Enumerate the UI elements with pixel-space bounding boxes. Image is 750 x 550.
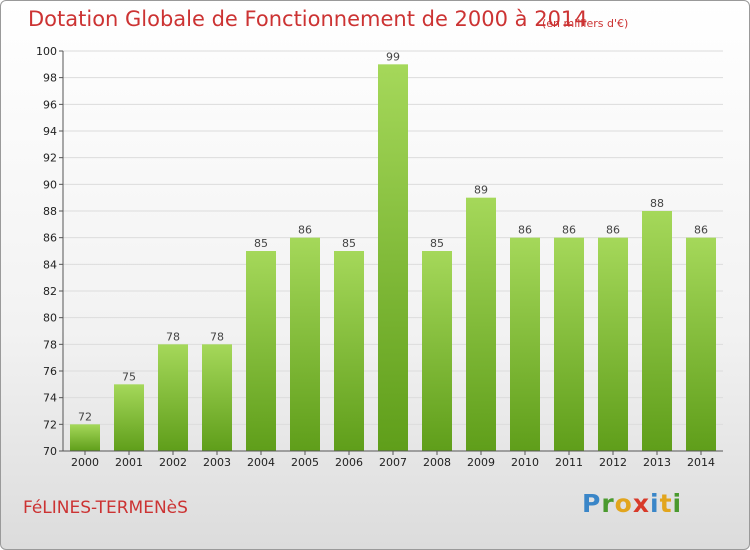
bar	[686, 237, 716, 451]
y-tick-label: 84	[43, 258, 57, 271]
y-tick-label: 80	[43, 312, 57, 325]
bar-value-label: 86	[298, 224, 312, 237]
bar-value-label: 86	[606, 224, 620, 237]
y-tick-label: 92	[43, 152, 57, 165]
bar	[246, 251, 276, 451]
bar	[202, 344, 232, 451]
x-tick-label: 2012	[599, 456, 627, 469]
bar	[598, 237, 628, 451]
bar-value-label: 89	[474, 184, 488, 197]
logo-letter: i	[672, 489, 683, 518]
bar-value-label: 99	[386, 50, 400, 63]
x-tick-label: 2004	[247, 456, 275, 469]
x-tick-label: 2007	[379, 456, 407, 469]
x-tick-label: 2005	[291, 456, 319, 469]
axes: 70 72 74 76 78 80 82 84 86 88 90 92 94 96 98 100 2000 200…	[36, 45, 723, 469]
bar-value-label: 72	[78, 410, 92, 423]
bar-value-label: 78	[166, 330, 180, 343]
y-tick-label: 90	[43, 178, 57, 191]
bar-value-label: 78	[210, 330, 224, 343]
y-tick-label: 88	[43, 205, 57, 218]
proxiti-logo: Proxiti	[582, 489, 682, 518]
x-tick-label: 2013	[643, 456, 671, 469]
x-tick-label: 2008	[423, 456, 451, 469]
bar	[510, 237, 540, 451]
x-tick-label: 2010	[511, 456, 539, 469]
bar	[158, 344, 188, 451]
logo-letter: r	[601, 489, 615, 518]
bar-value-label: 88	[650, 197, 664, 210]
y-tick-label: 98	[43, 72, 57, 85]
bar-value-label: 86	[694, 224, 708, 237]
bar-value-label: 85	[254, 237, 268, 250]
bar-value-label: 85	[342, 237, 356, 250]
y-tick-label: 100	[36, 45, 57, 58]
y-tick-label: 86	[43, 232, 57, 245]
bar	[642, 211, 672, 451]
bars: 72 75 78 78 85 86 85 99 85 89 86 86 86 88 86	[70, 50, 716, 452]
bar	[70, 424, 100, 451]
y-tick-label: 74	[43, 392, 57, 405]
x-tick-label: 2014	[687, 456, 715, 469]
logo-letter: t	[659, 489, 673, 518]
logo-letter: o	[614, 489, 633, 518]
bar-value-label: 86	[562, 224, 576, 237]
y-tick-label: 96	[43, 98, 57, 111]
logo-letter: P	[582, 489, 602, 518]
x-tick-label: 2001	[115, 456, 143, 469]
y-tick-label: 76	[43, 365, 57, 378]
bar	[334, 251, 364, 451]
bar-value-label: 85	[430, 237, 444, 250]
x-tick-label: 2006	[335, 456, 363, 469]
x-tick-label: 2000	[71, 456, 99, 469]
bar	[290, 237, 320, 451]
y-tick-label: 72	[43, 418, 57, 431]
y-tick-label: 94	[43, 125, 57, 138]
bar-value-label: 75	[122, 370, 136, 383]
bar	[554, 237, 584, 451]
bar	[378, 64, 408, 452]
y-tick-label: 78	[43, 338, 57, 351]
bar-value-label: 86	[518, 224, 532, 237]
logo-letter: i	[650, 489, 660, 518]
chart-title: Dotation Globale de Fonctionnement de 20…	[28, 7, 588, 31]
bar	[422, 251, 452, 451]
x-tick-label: 2009	[467, 456, 495, 469]
y-tick-label: 70	[43, 445, 57, 458]
bar	[114, 384, 144, 451]
x-tick-label: 2011	[555, 456, 583, 469]
y-tick-label: 82	[43, 285, 57, 298]
bar	[466, 197, 496, 451]
logo-letter: x	[632, 489, 650, 518]
x-tick-label: 2003	[203, 456, 231, 469]
chart-subtitle: (en milliers d'€)	[542, 17, 629, 30]
x-tick-label: 2002	[159, 456, 187, 469]
commune-name: FéLINES-TERMENèS	[23, 498, 188, 518]
